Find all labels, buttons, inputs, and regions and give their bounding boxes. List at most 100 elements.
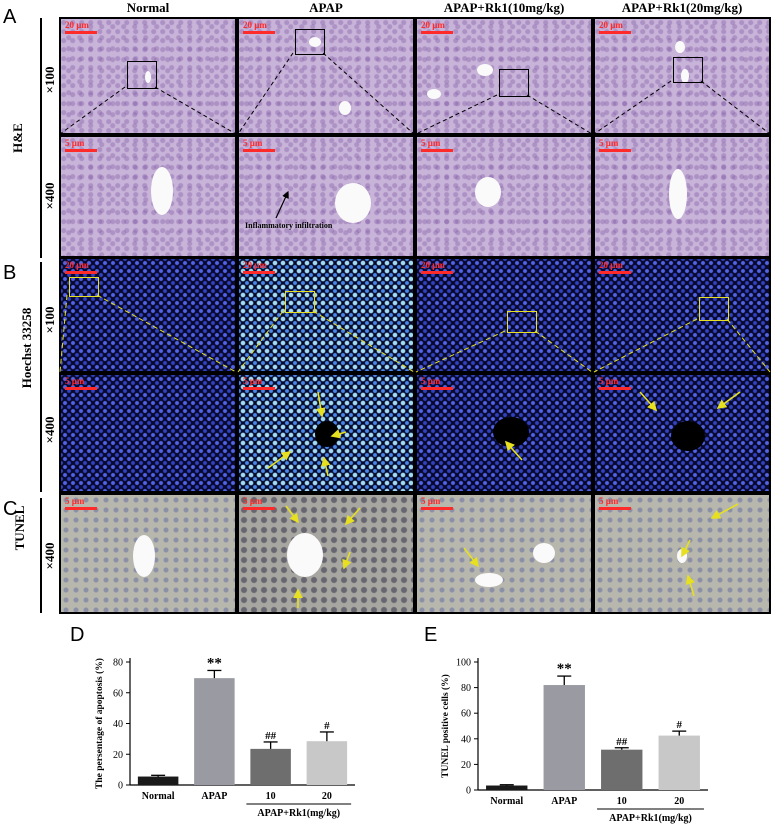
column-header-rk1-20: APAP+Rk1(20mg/kg): [621, 0, 743, 15]
chart-tunel-positive-cells: 0 20 40 60 80 100 TUNEL positive cells (%) Norm…: [440, 658, 708, 824]
scale-label: 5 μm: [599, 376, 619, 386]
x-tick-label: 10: [266, 791, 276, 802]
zoom-box: [285, 291, 315, 313]
row-divider-tunel: [40, 498, 42, 613]
scale-label: 5 μm: [243, 496, 263, 506]
column-header-rk1-10: APAP+Rk1(10mg/kg): [443, 0, 565, 15]
zoom-box: [507, 311, 537, 333]
scale-bar: [421, 271, 453, 274]
zoom-box: [295, 29, 325, 55]
scale-bar: [65, 507, 97, 510]
scale-bar: [599, 387, 631, 390]
panel-letter-d: D: [70, 624, 85, 646]
micrograph-he-400-apap: 5 μm Inflammatory infiltration: [237, 135, 415, 258]
significance-mark: ##: [265, 730, 277, 742]
panel-letter-e: E: [424, 624, 438, 646]
micrograph-he-400-rk1-20: 5 μm: [593, 135, 771, 258]
scale-bar: [599, 31, 631, 34]
zoom-guide-line: [415, 330, 506, 373]
arrow-icon: [342, 551, 352, 570]
zoom-guide-line: [96, 294, 237, 373]
x-tick-label: APAP: [551, 796, 577, 807]
scale-label: 5 μm: [421, 376, 441, 386]
zoom-guide-line: [526, 94, 593, 135]
zoom-guide-line: [59, 294, 68, 373]
zoom-box: [127, 61, 157, 89]
arrow-icon: [330, 429, 347, 439]
zoom-guide-line: [322, 52, 415, 135]
micrograph-he-100-normal: 20 μm: [59, 17, 237, 135]
x-tick-label: Normal: [142, 791, 175, 802]
y-axis-label: The persentage of apoptosis (%): [94, 658, 105, 789]
micrograph-he-400-normal: 5 μm: [59, 135, 237, 258]
significance-mark: ##: [616, 736, 628, 748]
bar-apap: [543, 685, 585, 790]
scale-label: 5 μm: [65, 496, 85, 506]
scale-label: 20 μm: [65, 260, 89, 270]
significance-mark: #: [677, 719, 683, 731]
scale-label: 5 μm: [65, 138, 85, 148]
column-header-normal: Normal: [126, 0, 170, 15]
panel-letter-c: C: [3, 498, 18, 520]
micrograph-he-400-rk1-10: 5 μm: [415, 135, 593, 258]
micrograph-hoechst-400-normal: 5 μm: [59, 373, 237, 493]
arrow-icon: [315, 391, 326, 418]
scale-bar: [243, 387, 275, 390]
arrow-icon: [463, 547, 479, 568]
zoom-guide-line: [534, 330, 593, 373]
micrograph-hoechst-400-rk1-20: 5 μm: [593, 373, 771, 493]
y-axis-label: TUNEL positive cells (%): [440, 674, 451, 778]
scale-bar: [65, 31, 97, 34]
bar-20: [658, 735, 700, 790]
scale-label: 5 μm: [65, 376, 85, 386]
scale-label: 5 μm: [421, 138, 441, 148]
scale-label: 5 μm: [421, 496, 441, 506]
y-tick-label: 20: [113, 750, 123, 761]
group-label: APAP+Rk1(mg/kg): [257, 808, 340, 819]
micrograph-tunel-400-normal: 5 μm: [59, 493, 237, 614]
arrow-icon: [685, 574, 695, 597]
y-tick-label: 20: [461, 760, 471, 771]
micrograph-he-100-apap: 20 μm: [237, 17, 415, 135]
arrow-icon: [344, 507, 361, 526]
y-tick-label: 0: [118, 781, 123, 792]
zoom-box: [69, 277, 99, 297]
scale-label: 20 μm: [599, 260, 623, 270]
y-tick-label: 80: [461, 683, 471, 694]
y-tick-label: 60: [113, 688, 123, 699]
micrograph-hoechst-400-rk1-10: 5 μm: [415, 373, 593, 493]
bar-10: [601, 749, 643, 790]
zoom-guide-line: [59, 86, 126, 135]
scale-label: 20 μm: [421, 260, 445, 270]
row-divider-hoechst: [40, 262, 42, 492]
arrow-icon: [321, 456, 331, 477]
bar-normal: [486, 785, 528, 790]
scale-label: 5 μm: [599, 138, 619, 148]
zoom-guide-line: [415, 94, 498, 135]
scale-label: 5 μm: [243, 138, 263, 148]
scale-bar: [243, 149, 275, 152]
scale-bar: [421, 31, 453, 34]
x-tick-label: 20: [674, 796, 684, 807]
micrograph-hoechst-400-apap: 5 μm: [237, 373, 415, 493]
chart-apoptosis-percentage: 0 20 40 60 80 The persentage of apoptosis (%)…: [94, 655, 355, 819]
micrograph-he-100-rk1-20: 20 μm: [593, 17, 771, 135]
arrow-icon: [267, 451, 292, 469]
scale-bar: [243, 507, 275, 510]
charts-area: 0 20 40 60 80 The persentage of apoptosis (%)…: [94, 655, 708, 824]
x-tick-label: Normal: [490, 796, 523, 807]
zoom-guide-line: [726, 318, 771, 373]
zoom-guide-line: [237, 310, 284, 373]
scale-bar: [65, 387, 97, 390]
zoom-guide-line: [700, 80, 771, 135]
zoom-box: [673, 57, 703, 83]
bar-20: [306, 741, 348, 785]
zoom-box: [499, 69, 529, 97]
micrograph-he-100-rk1-10: 20 μm: [415, 17, 593, 135]
x-tick-label: 10: [617, 796, 627, 807]
zoom-guide-line: [593, 80, 672, 135]
micrograph-hoechst-100-rk1-20: 20 μm: [593, 257, 771, 373]
y-tick-label: 40: [461, 734, 471, 745]
significance-mark: **: [557, 661, 572, 677]
y-tick-label: 60: [461, 709, 471, 720]
